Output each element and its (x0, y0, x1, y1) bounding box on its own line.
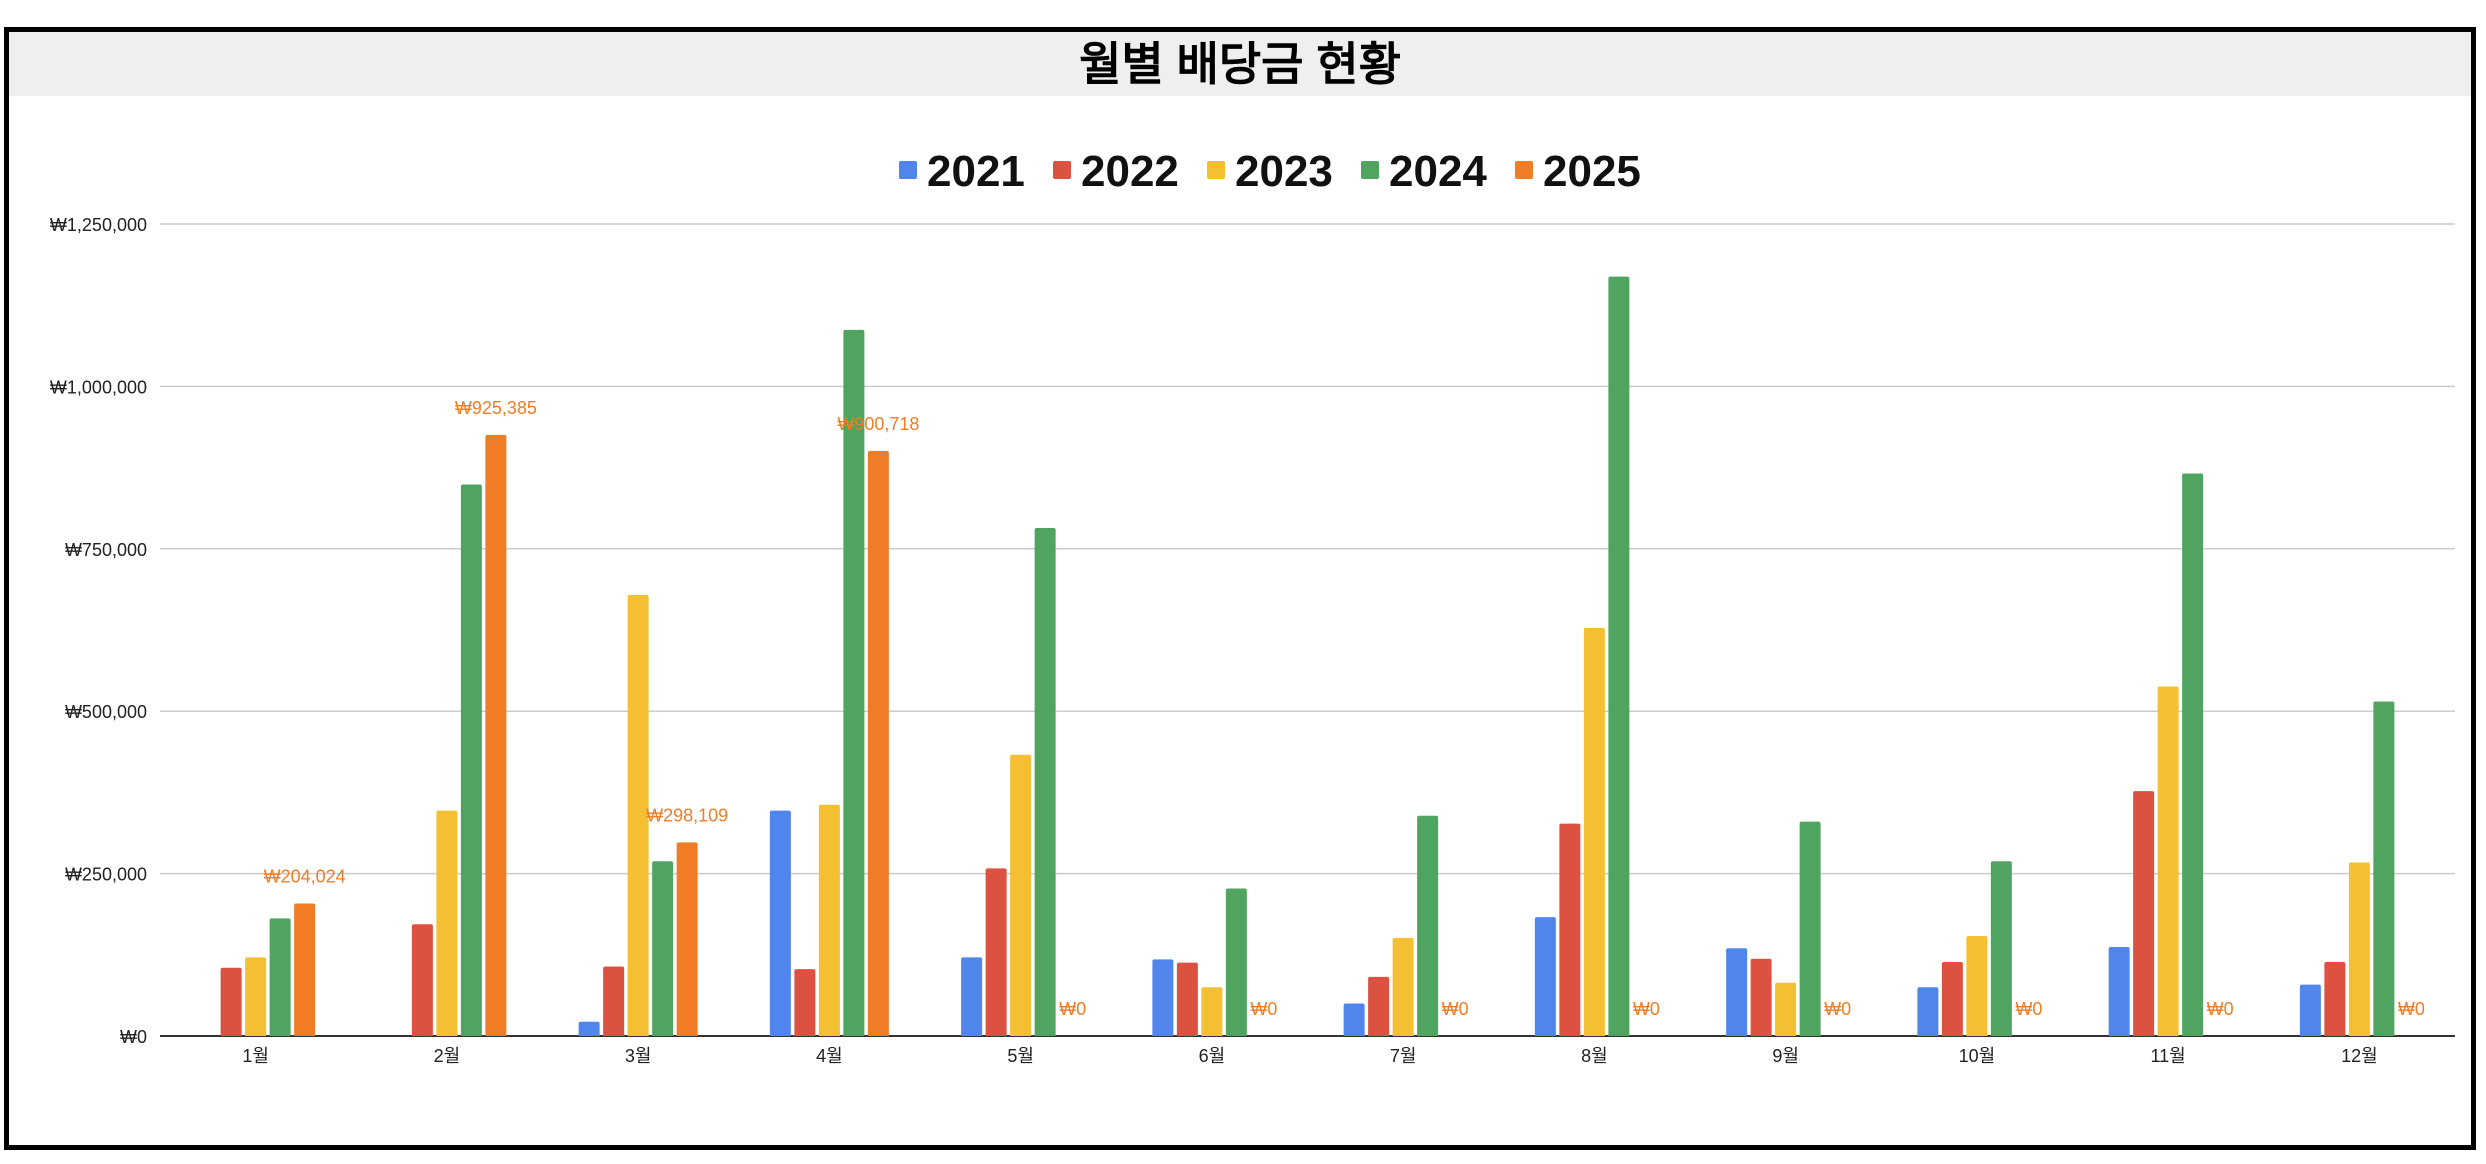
chart-title: 월별 배당금 현황 (9, 32, 2471, 96)
legend-label: 2022 (1081, 147, 1179, 196)
y-tick-label: ₩250,000 (65, 865, 147, 885)
x-tick-label: 12월 (2341, 1046, 2378, 1066)
bar-2021-9월 (1726, 948, 1748, 1036)
y-tick-label: ₩0 (120, 1027, 147, 1047)
bar-2024-4월 (843, 329, 865, 1037)
data-label: ₩0 (1824, 999, 1851, 1019)
bar-2022-4월 (794, 969, 816, 1036)
bar-2024-9월 (1799, 821, 1821, 1036)
legend-swatch-2023 (1207, 161, 1225, 179)
y-tick-label: ₩750,000 (65, 540, 147, 560)
bar-2021-4월 (769, 810, 791, 1036)
bar-2022-8월 (1559, 823, 1581, 1036)
bar-2023-10월 (1966, 935, 1988, 1036)
bar-2023-5월 (1010, 754, 1032, 1036)
bar-2021-11월 (2108, 947, 2130, 1036)
bar-2021-12월 (2299, 984, 2321, 1036)
bar-2024-12월 (2373, 701, 2395, 1036)
bar-2021-6월 (1152, 959, 1174, 1036)
data-label: ₩0 (2207, 999, 2234, 1019)
legend-swatch-2024 (1361, 161, 1379, 179)
bar-2023-3월 (627, 594, 649, 1036)
bar-2024-7월 (1417, 815, 1439, 1036)
bar-2024-1월 (269, 918, 291, 1036)
bar-2023-6월 (1201, 987, 1223, 1036)
legend-label: 2023 (1235, 147, 1333, 196)
bar-2023-12월 (2348, 862, 2370, 1036)
x-tick-label: 5월 (1007, 1046, 1034, 1066)
data-label: ₩0 (1250, 999, 1277, 1019)
bar-2025-3월 (676, 842, 698, 1036)
x-tick-label: 7월 (1390, 1046, 1417, 1066)
data-label: ₩900,718 (837, 414, 919, 434)
x-tick-label: 4월 (816, 1046, 843, 1066)
legend-label: 2024 (1389, 147, 1487, 196)
bar-2022-3월 (603, 966, 625, 1036)
bar-2021-3월 (578, 1021, 600, 1036)
data-label: ₩925,385 (455, 398, 537, 418)
y-tick-label: ₩1,000,000 (50, 377, 147, 397)
bar-2022-11월 (2133, 791, 2155, 1036)
data-label: ₩0 (1633, 999, 1660, 1019)
bar-2022-7월 (1368, 976, 1390, 1036)
legend-label: 2021 (927, 147, 1025, 196)
bar-2022-2월 (411, 924, 433, 1036)
bar-2023-1월 (245, 957, 267, 1036)
x-tick-label: 8월 (1581, 1046, 1608, 1066)
bar-2021-8월 (1534, 917, 1556, 1036)
bar-2022-9월 (1750, 958, 1772, 1036)
legend-swatch-2022 (1053, 161, 1071, 179)
bar-2023-4월 (818, 804, 840, 1036)
x-tick-label: 10월 (1959, 1046, 1996, 1066)
data-label: ₩0 (2398, 999, 2425, 1019)
y-tick-label: ₩1,250,000 (50, 215, 147, 235)
bar-2025-4월 (867, 450, 889, 1037)
data-label: ₩204,024 (264, 866, 346, 886)
bar-2025-2월 (485, 434, 507, 1037)
x-tick-label: 2월 (434, 1046, 461, 1066)
data-label: ₩0 (2015, 999, 2042, 1019)
bar-2021-10월 (1917, 987, 1939, 1036)
bar-2023-11월 (2157, 686, 2179, 1036)
x-tick-label: 9월 (1772, 1046, 1799, 1066)
legend-swatch-2021 (899, 161, 917, 179)
bar-2021-5월 (961, 957, 983, 1036)
x-tick-label: 3월 (625, 1046, 652, 1066)
x-tick-label: 1월 (242, 1046, 269, 1066)
data-label: ₩0 (1442, 999, 1469, 1019)
bar-2023-7월 (1392, 937, 1414, 1036)
bar-2024-2월 (460, 484, 482, 1036)
bar-2024-6월 (1225, 888, 1247, 1036)
bar-2022-10월 (1941, 961, 1963, 1036)
legend-label: 2025 (1543, 147, 1641, 196)
legend-swatch-2025 (1515, 161, 1533, 179)
bar-2025-1월 (294, 903, 316, 1036)
y-tick-label: ₩500,000 (65, 702, 147, 722)
data-label: ₩0 (1059, 999, 1086, 1019)
bar-2024-3월 (652, 861, 674, 1036)
bar-2024-11월 (2182, 473, 2204, 1036)
data-label: ₩298,109 (646, 805, 728, 825)
bar-2022-6월 (1176, 962, 1198, 1036)
x-tick-label: 11월 (2151, 1046, 2186, 1066)
bar-2021-7월 (1343, 1003, 1365, 1036)
bar-2022-12월 (2324, 961, 2346, 1036)
bar-2023-9월 (1775, 982, 1797, 1036)
bar-2023-2월 (436, 810, 458, 1036)
bar-2022-5월 (985, 868, 1007, 1036)
bar-2024-5월 (1034, 528, 1056, 1036)
bar-2024-8월 (1608, 276, 1630, 1036)
bar-2024-10월 (1990, 861, 2012, 1036)
bar-2022-1월 (220, 967, 242, 1036)
x-tick-label: 6월 (1199, 1046, 1226, 1066)
bar-2023-8월 (1583, 628, 1605, 1036)
